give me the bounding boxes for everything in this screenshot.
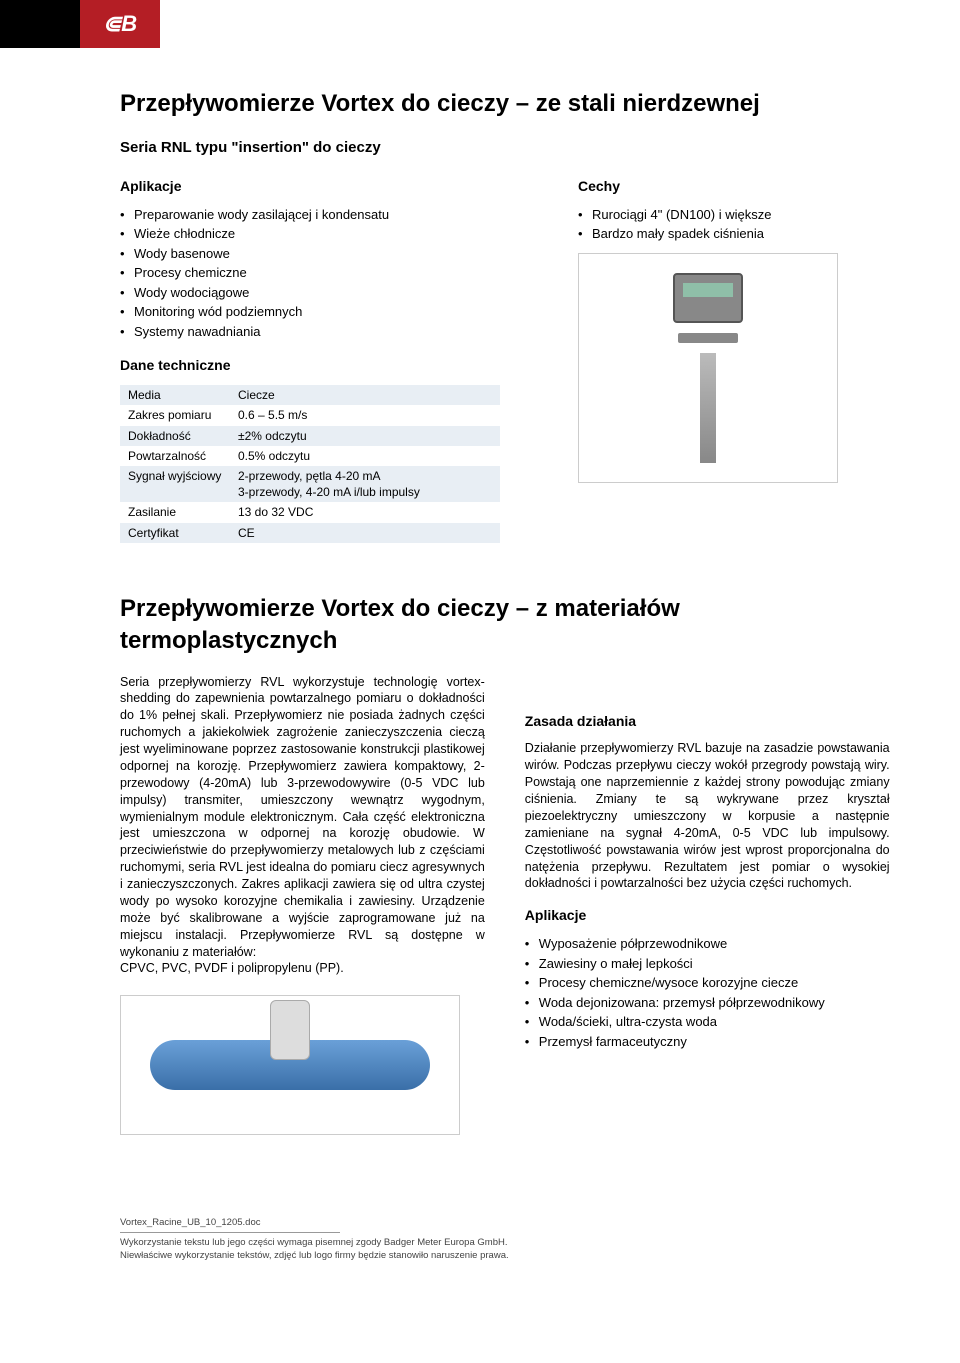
- spec-label: Certyfikat: [120, 523, 230, 543]
- spec-value: Ciecze: [230, 385, 500, 405]
- table-row: Sygnał wyjściowy2-przewody, pętla 4-20 m…: [120, 466, 500, 502]
- device-probe-icon: [700, 353, 716, 463]
- product2-applications-list: Wyposażenie półprzewodnikowe Zawiesiny o …: [525, 935, 890, 1050]
- product2-columns: Seria przepływomierzy RVL wykorzystuje t…: [120, 674, 880, 1154]
- spec-label: Zakres pomiaru: [120, 405, 230, 425]
- product1-right-col: Cechy Rurociągi 4" (DN100) i większeBard…: [578, 177, 882, 543]
- list-item: Wody basenowe: [120, 245, 538, 263]
- product1-spec-table: MediaCieczeZakres pomiaru0.6 – 5.5 m/sDo…: [120, 385, 500, 543]
- applications-heading: Aplikacje: [120, 177, 538, 196]
- product1-title: Przepływomierze Vortex do cieczy – ze st…: [120, 88, 880, 120]
- footer-filename: Vortex_Racine_UB_10_1205.doc: [120, 1217, 340, 1233]
- spec-value: CE: [230, 523, 500, 543]
- list-item: Wody wodociągowe: [120, 284, 538, 302]
- list-item: Wieże chłodnicze: [120, 225, 538, 243]
- table-row: Zakres pomiaru0.6 – 5.5 m/s: [120, 405, 500, 425]
- spec-label: Media: [120, 385, 230, 405]
- product1-columns: Aplikacje Preparowanie wody zasilającej …: [120, 177, 880, 543]
- product2-title: Przepływomierze Vortex do cieczy – z mat…: [120, 593, 880, 658]
- device-flange-icon: [678, 333, 738, 343]
- spec-label: Powtarzalność: [120, 446, 230, 466]
- page-body: Przepływomierze Vortex do cieczy – ze st…: [0, 48, 960, 1293]
- list-item: Systemy nawadniania: [120, 323, 538, 341]
- list-item: Bardzo mały spadek ciśnienia: [578, 225, 882, 243]
- table-row: MediaCiecze: [120, 385, 500, 405]
- product2-applications-heading: Aplikacje: [525, 906, 890, 925]
- spec-label: Sygnał wyjściowy: [120, 466, 230, 502]
- list-item: Preparowanie wody zasilającej i kondensa…: [120, 206, 538, 224]
- list-item: Procesy chemiczne/wysoce korozyjne ciecz…: [525, 974, 890, 992]
- spec-value: 0.6 – 5.5 m/s: [230, 405, 500, 425]
- spec-label: Zasilanie: [120, 502, 230, 522]
- spec-value: ±2% odczytu: [230, 426, 500, 446]
- list-item: Monitoring wód podziemnych: [120, 303, 538, 321]
- header-stripe: ⋐B: [0, 0, 960, 48]
- list-item: Wyposażenie półprzewodnikowe: [525, 935, 890, 953]
- footer-line1: Wykorzystanie tekstu lub jego części wym…: [120, 1237, 507, 1248]
- list-item: Woda dejonizowana: przemysł półprzewodni…: [525, 994, 890, 1012]
- table-row: Zasilanie13 do 32 VDC: [120, 502, 500, 522]
- product2-right-col: Zasada działania Działanie przepływomier…: [525, 674, 890, 1154]
- product1-image: [578, 253, 838, 483]
- principle-text: Działanie przepływomierzy RVL bazuje na …: [525, 740, 890, 892]
- product1-subtitle: Seria RNL typu "insertion" do cieczy: [120, 138, 880, 158]
- table-row: CertyfikatCE: [120, 523, 500, 543]
- list-item: Woda/ścieki, ultra-czysta woda: [525, 1013, 890, 1031]
- list-item: Przemysł farmaceutyczny: [525, 1033, 890, 1051]
- stripe-black: [0, 0, 80, 48]
- table-row: Powtarzalność0.5% odczytu: [120, 446, 500, 466]
- list-item: Zawiesiny o małej lepkości: [525, 955, 890, 973]
- product2-intro: Seria przepływomierzy RVL wykorzystuje t…: [120, 674, 485, 961]
- tech-heading: Dane techniczne: [120, 356, 538, 375]
- product1-left-col: Aplikacje Preparowanie wody zasilającej …: [120, 177, 538, 543]
- table-row: Dokładność±2% odczytu: [120, 426, 500, 446]
- product2-image: [120, 995, 460, 1135]
- features-heading: Cechy: [578, 177, 882, 196]
- product2-materials: CPVC, PVC, PVDF i polipropylenu (PP).: [120, 960, 485, 977]
- spec-value: 2-przewody, pętla 4-20 mA 3-przewody, 4-…: [230, 466, 500, 502]
- product1-applications-list: Preparowanie wody zasilającej i kondensa…: [120, 206, 538, 341]
- pipe-sensor-icon: [270, 1000, 310, 1060]
- page-footer: Vortex_Racine_UB_10_1205.doc Wykorzystan…: [120, 1213, 880, 1262]
- brand-logo-box: ⋐B: [80, 0, 160, 48]
- brand-logo-icon: ⋐B: [103, 9, 137, 39]
- list-item: Rurociągi 4" (DN100) i większe: [578, 206, 882, 224]
- spec-value: 0.5% odczytu: [230, 446, 500, 466]
- spec-value: 13 do 32 VDC: [230, 502, 500, 522]
- device-display-icon: [673, 273, 743, 323]
- principle-heading: Zasada działania: [525, 712, 890, 731]
- product2-left-col: Seria przepływomierzy RVL wykorzystuje t…: [120, 674, 485, 1154]
- pipe-illustration-icon: [150, 1040, 430, 1090]
- spec-label: Dokładność: [120, 426, 230, 446]
- footer-line2: Niewłaściwe wykorzystanie tekstów, zdjęć…: [120, 1250, 509, 1261]
- product1-features-list: Rurociągi 4" (DN100) i większeBardzo mał…: [578, 206, 882, 243]
- list-item: Procesy chemiczne: [120, 264, 538, 282]
